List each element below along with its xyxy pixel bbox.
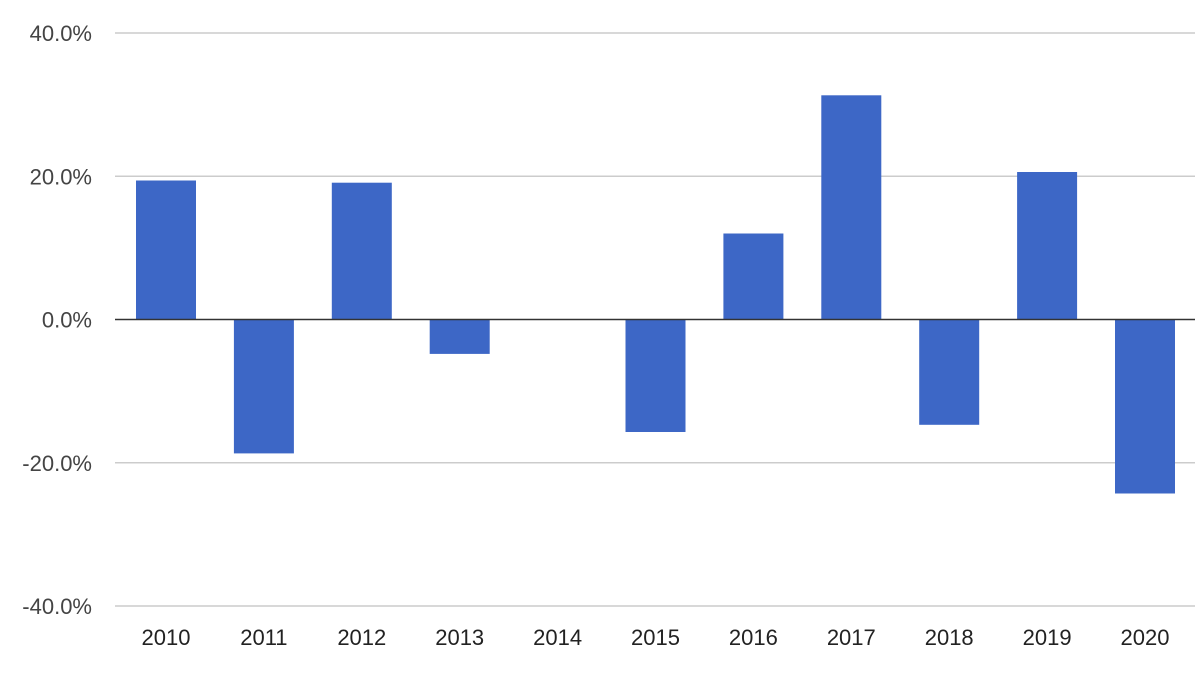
x-axis-labels: 2010 2011 2012 2013 2014 2015 2016 2017 2018 2019…	[142, 625, 1170, 650]
x-tick-label: 2010	[142, 625, 191, 650]
bar-2013	[429, 319, 490, 354]
bar-2017	[821, 95, 882, 320]
y-axis-ticks: 40.0% 20.0% 0.0% -20.0% -40.0%	[22, 21, 92, 619]
bar-2010	[136, 180, 196, 320]
x-tick-label: 2020	[1121, 625, 1170, 650]
y-tick-label: 40.0%	[30, 21, 92, 46]
bar-2018	[919, 319, 980, 425]
y-tick-label: -20.0%	[22, 451, 92, 476]
x-tick-label: 2012	[337, 625, 386, 650]
y-tick-label: 20.0%	[30, 164, 92, 189]
bars	[136, 95, 1175, 494]
y-tick-label: 0.0%	[42, 308, 92, 333]
bar-2019	[1017, 172, 1078, 320]
x-tick-label: 2017	[827, 625, 876, 650]
y-tick-label: -40.0%	[22, 594, 92, 619]
x-tick-label: 2014	[533, 625, 582, 650]
x-tick-label: 2018	[925, 625, 974, 650]
gridlines	[115, 32, 1195, 607]
bar-2015	[625, 319, 686, 432]
x-tick-label: 2019	[1023, 625, 1072, 650]
bar-2016	[723, 233, 784, 320]
x-tick-label: 2016	[729, 625, 778, 650]
bar-2011	[233, 319, 294, 454]
x-tick-label: 2011	[240, 625, 287, 650]
x-tick-label: 2015	[631, 625, 680, 650]
bar-2012	[331, 182, 392, 320]
bar-2020	[1115, 319, 1175, 494]
x-tick-label: 2013	[435, 625, 484, 650]
